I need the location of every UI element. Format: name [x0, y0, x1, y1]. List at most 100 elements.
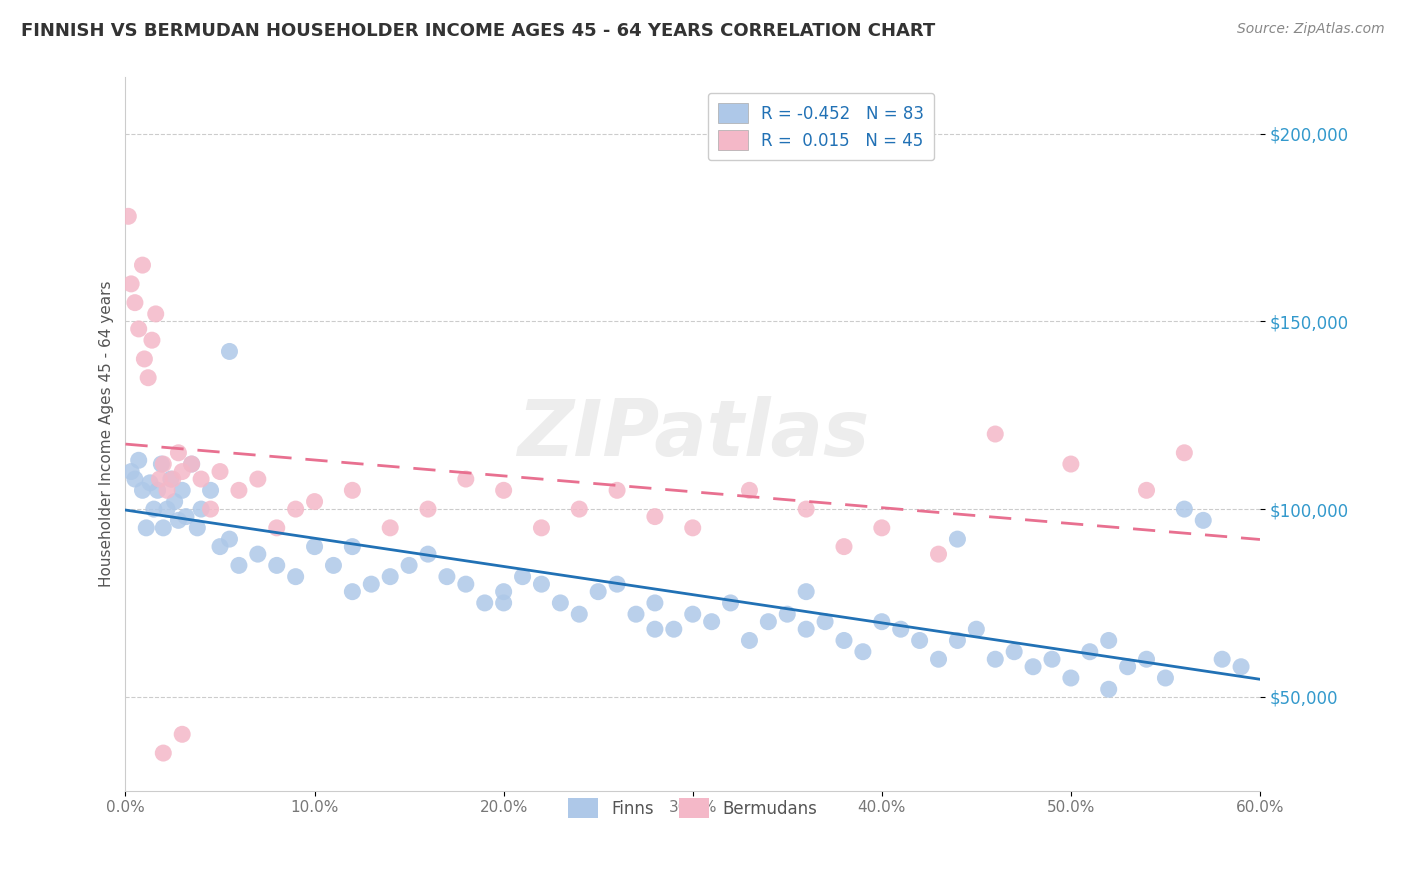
Point: [928, 547, 950, 561]
Point: [398, 558, 420, 573]
Point: [965, 622, 987, 636]
Point: [342, 483, 364, 498]
Point: [946, 633, 969, 648]
Text: Source: ZipAtlas.com: Source: ZipAtlas.com: [1237, 22, 1385, 37]
Point: [218, 532, 240, 546]
Point: [776, 607, 799, 622]
Point: [304, 494, 326, 508]
Point: [131, 258, 153, 272]
Point: [1060, 671, 1083, 685]
Point: [208, 540, 231, 554]
Point: [1135, 483, 1157, 498]
Point: [163, 494, 186, 508]
Point: [150, 457, 173, 471]
Point: [266, 521, 288, 535]
Point: [1192, 513, 1215, 527]
Point: [246, 547, 269, 561]
Point: [1098, 682, 1121, 697]
Point: [156, 483, 179, 498]
Point: [984, 652, 1007, 666]
Point: [134, 351, 156, 366]
Point: [117, 210, 139, 224]
Point: [172, 483, 194, 498]
Point: [120, 465, 142, 479]
Point: [152, 457, 174, 471]
Point: [984, 427, 1007, 442]
Point: [550, 596, 572, 610]
Point: [1173, 446, 1195, 460]
Point: [322, 558, 344, 573]
Point: [794, 622, 817, 636]
Point: [530, 521, 553, 535]
Point: [870, 521, 893, 535]
Point: [606, 483, 628, 498]
Point: [1078, 645, 1101, 659]
Point: [246, 472, 269, 486]
Point: [1135, 652, 1157, 666]
Point: [416, 502, 439, 516]
Text: FINNISH VS BERMUDAN HOUSEHOLDER INCOME AGES 45 - 64 YEARS CORRELATION CHART: FINNISH VS BERMUDAN HOUSEHOLDER INCOME A…: [21, 22, 935, 40]
Point: [162, 472, 184, 486]
Point: [1002, 645, 1025, 659]
Point: [568, 502, 591, 516]
Point: [644, 596, 666, 610]
Point: [1040, 652, 1063, 666]
Legend: Finns, Bermudans: Finns, Bermudans: [561, 791, 824, 825]
Point: [890, 622, 912, 636]
Point: [832, 633, 855, 648]
Point: [284, 569, 307, 583]
Point: [794, 584, 817, 599]
Point: [454, 577, 477, 591]
Point: [124, 472, 146, 486]
Point: [682, 607, 704, 622]
Point: [682, 521, 704, 535]
Point: [218, 344, 240, 359]
Point: [190, 502, 212, 516]
Point: [946, 532, 969, 546]
Point: [304, 540, 326, 554]
Point: [380, 521, 402, 535]
Point: [492, 483, 515, 498]
Point: [738, 483, 761, 498]
Point: [756, 615, 779, 629]
Point: [124, 295, 146, 310]
Point: [586, 584, 609, 599]
Point: [266, 558, 288, 573]
Point: [200, 483, 222, 498]
Point: [145, 307, 167, 321]
Point: [128, 322, 150, 336]
Point: [1211, 652, 1233, 666]
Point: [624, 607, 647, 622]
Point: [172, 727, 194, 741]
Point: [1060, 457, 1083, 471]
Y-axis label: Householder Income Ages 45 - 64 years: Householder Income Ages 45 - 64 years: [100, 281, 114, 587]
Point: [814, 615, 837, 629]
Point: [454, 472, 477, 486]
Point: [167, 513, 190, 527]
Point: [152, 521, 174, 535]
Point: [700, 615, 723, 629]
Point: [380, 569, 402, 583]
Point: [436, 569, 458, 583]
Point: [492, 596, 515, 610]
Point: [174, 509, 197, 524]
Point: [928, 652, 950, 666]
Point: [1230, 659, 1253, 673]
Point: [342, 540, 364, 554]
Point: [908, 633, 931, 648]
Point: [120, 277, 142, 291]
Point: [135, 521, 157, 535]
Point: [530, 577, 553, 591]
Point: [662, 622, 685, 636]
Point: [360, 577, 382, 591]
Point: [492, 584, 515, 599]
Point: [1173, 502, 1195, 516]
Point: [200, 502, 222, 516]
Point: [148, 472, 170, 486]
Point: [1098, 633, 1121, 648]
Point: [1116, 659, 1139, 673]
Point: [141, 333, 163, 347]
Point: [512, 569, 534, 583]
Point: [136, 370, 159, 384]
Point: [1022, 659, 1045, 673]
